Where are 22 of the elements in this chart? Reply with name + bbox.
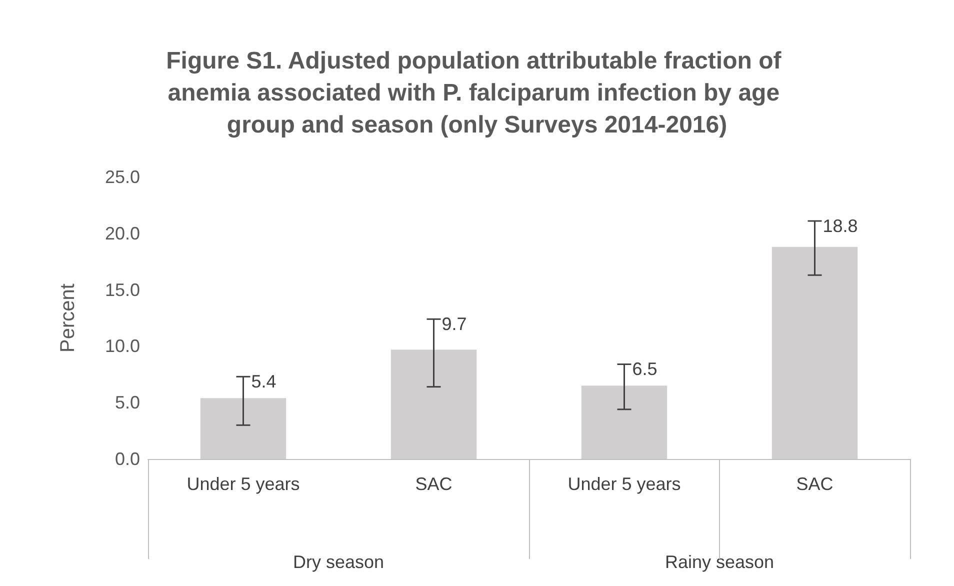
y-tick-label: 20.0 (104, 223, 140, 244)
data-label: 6.5 (632, 359, 658, 380)
y-tick-label: 15.0 (104, 280, 140, 300)
data-label: 18.8 (822, 216, 858, 236)
bar (772, 246, 858, 459)
bar (581, 386, 668, 459)
bar (200, 398, 286, 459)
y-axis-title: Percent (57, 283, 79, 352)
text: Dry season (292, 552, 384, 572)
y-tick-label: 25.0 (104, 167, 140, 187)
y-tick-label: 10.0 (104, 336, 140, 356)
y-tick-label: 0.0 (114, 449, 140, 469)
chart-title: Figure S1. Adjusted population attributable fraction of anemia associated with P. falciparum infection by age group and season (only Surveys 2014-2016) (166, 48, 788, 138)
data-label: 9.7 (442, 314, 467, 334)
y-tick-label: 5.0 (114, 392, 140, 413)
x-tick-label: Under 5 years (568, 474, 681, 494)
bar (390, 350, 477, 459)
data-label: 5.4 (251, 372, 276, 392)
x-tick-label: SAC (796, 474, 834, 494)
x-tick-label: SAC (415, 474, 452, 494)
text: Rainy season (664, 552, 774, 572)
x-tick-label: Under 5 years (186, 474, 300, 494)
